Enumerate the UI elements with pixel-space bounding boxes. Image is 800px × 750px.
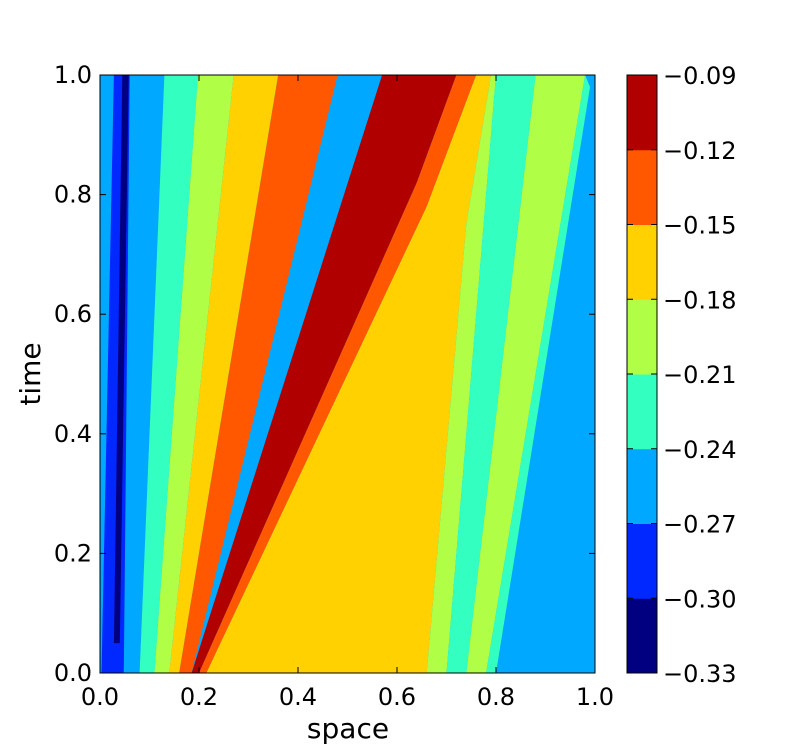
x-axis-label: space <box>307 712 389 745</box>
y-tick-label: 1.0 <box>54 61 92 89</box>
contour-region-9 <box>206 75 492 673</box>
colorbar-tick-label: −0.27 <box>663 511 737 539</box>
contour-region-4 <box>154 75 234 673</box>
colorbar-tick-label: −0.18 <box>663 286 737 314</box>
contour-region-5 <box>169 75 279 673</box>
y-tick-label: 0.0 <box>54 659 92 687</box>
colorbar-band-2 <box>627 448 657 524</box>
colorbar-tick-label: −0.33 <box>663 660 737 688</box>
colorbar-band-6 <box>627 149 657 225</box>
y-tick-label: 0.8 <box>54 181 92 209</box>
x-tick-label: 0.2 <box>180 683 218 711</box>
y-tick-label: 0.2 <box>54 539 92 567</box>
contour-region-12 <box>466 75 586 673</box>
y-tick-label: 0.4 <box>54 420 92 448</box>
contour-region-8 <box>199 75 477 673</box>
x-tick-label: 0.0 <box>81 683 119 711</box>
colorbar-band-1 <box>627 523 657 599</box>
contour-region-6 <box>179 75 338 673</box>
x-tick-label: 0.4 <box>279 683 317 711</box>
y-axis-label: time <box>14 342 47 405</box>
y-axis-ticks: 0.0 0.2 0.4 0.6 0.8 1.0 <box>54 61 595 687</box>
contour-region-3 <box>139 75 198 673</box>
colorbar-tick-label: −0.09 <box>663 62 737 90</box>
colorbar-band-5 <box>627 224 657 300</box>
contour-region-7 <box>191 75 457 673</box>
plot-frame <box>99 74 596 674</box>
colorbar-tick-label: −0.21 <box>663 361 737 389</box>
colorbar <box>627 75 657 674</box>
colorbar-band-4 <box>627 299 657 375</box>
x-axis-ticks: 0.0 0.2 0.4 0.6 0.8 1.0 <box>81 75 614 711</box>
contour-region-2 <box>123 75 165 673</box>
x-tick-label: 0.6 <box>378 683 416 711</box>
contour-regions <box>101 75 590 673</box>
x-tick-label: 1.0 <box>576 683 614 711</box>
colorbar-ticks: −0.33 −0.30 −0.27 −0.24 −0.21 −0.18 −0.15 −0.12… <box>627 62 737 688</box>
y-tick-label: 0.6 <box>54 300 92 328</box>
colorbar-band-0 <box>627 598 657 674</box>
contour-region-1 <box>113 75 129 644</box>
x-tick-label: 0.8 <box>477 683 515 711</box>
contour-region-13 <box>486 75 590 673</box>
colorbar-band-3 <box>627 374 657 450</box>
contour-region-11 <box>446 75 536 673</box>
colorbar-band-7 <box>627 75 657 151</box>
colorbar-tick-label: −0.15 <box>663 212 737 240</box>
colorbar-tick-label: −0.24 <box>663 436 737 464</box>
contour-region-10 <box>426 75 496 673</box>
colorbar-tick-label: −0.30 <box>663 585 737 613</box>
colorbar-tick-label: −0.12 <box>663 137 737 165</box>
